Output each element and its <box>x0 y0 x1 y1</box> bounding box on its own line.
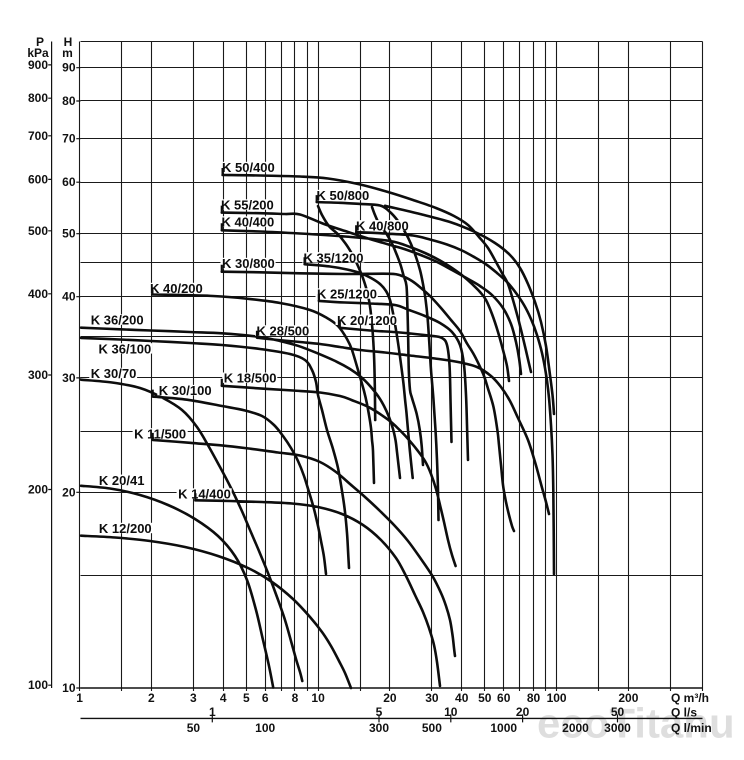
svg-text:1000: 1000 <box>490 721 517 735</box>
svg-text:60: 60 <box>62 175 76 189</box>
svg-text:500: 500 <box>28 224 48 238</box>
svg-text:K 14/400: K 14/400 <box>178 487 231 502</box>
svg-text:K 36/100: K 36/100 <box>99 341 152 356</box>
svg-text:1: 1 <box>76 691 83 705</box>
svg-text:5: 5 <box>376 705 383 719</box>
svg-text:kPa: kPa <box>27 46 49 60</box>
svg-text:80: 80 <box>527 691 541 705</box>
svg-text:Q l/s: Q l/s <box>671 706 697 720</box>
svg-text:300: 300 <box>369 721 389 735</box>
svg-text:40: 40 <box>455 691 469 705</box>
svg-text:20: 20 <box>383 691 397 705</box>
svg-text:50: 50 <box>611 705 625 719</box>
svg-text:m: m <box>62 46 73 60</box>
svg-text:700: 700 <box>28 129 48 143</box>
svg-text:2: 2 <box>148 691 155 705</box>
svg-text:3000: 3000 <box>604 721 631 735</box>
svg-text:K 20/1200: K 20/1200 <box>337 313 397 328</box>
svg-text:6: 6 <box>262 691 269 705</box>
svg-text:70: 70 <box>62 132 76 146</box>
svg-text:4: 4 <box>220 691 227 705</box>
svg-text:P: P <box>36 35 44 49</box>
svg-text:50: 50 <box>62 227 76 241</box>
svg-text:80: 80 <box>62 94 76 108</box>
svg-text:K 25/1200: K 25/1200 <box>317 287 377 302</box>
svg-text:K 35/1200: K 35/1200 <box>304 250 364 265</box>
svg-text:30: 30 <box>62 371 76 385</box>
svg-text:3: 3 <box>190 691 197 705</box>
svg-text:100: 100 <box>28 678 48 692</box>
svg-text:K 50/800: K 50/800 <box>317 188 370 203</box>
svg-text:K 55/200: K 55/200 <box>221 198 274 213</box>
svg-text:10: 10 <box>62 681 76 695</box>
svg-text:30: 30 <box>425 691 439 705</box>
svg-text:K 40/800: K 40/800 <box>356 218 409 233</box>
svg-text:60: 60 <box>497 691 511 705</box>
svg-text:10: 10 <box>444 705 458 719</box>
svg-text:100: 100 <box>255 721 275 735</box>
svg-text:90: 90 <box>62 61 76 75</box>
svg-text:K 40/400: K 40/400 <box>222 215 275 230</box>
svg-text:H: H <box>64 35 73 49</box>
svg-text:8: 8 <box>292 691 299 705</box>
svg-text:K 18/500: K 18/500 <box>224 371 277 386</box>
svg-text:800: 800 <box>28 91 48 105</box>
svg-text:Q m³/h: Q m³/h <box>671 691 709 705</box>
svg-text:50: 50 <box>187 721 201 735</box>
svg-text:20: 20 <box>516 705 530 719</box>
svg-text:Q l/min: Q l/min <box>671 721 712 735</box>
svg-text:200: 200 <box>618 691 638 705</box>
svg-text:K 30/800: K 30/800 <box>222 256 275 271</box>
svg-text:K 50/400: K 50/400 <box>222 160 275 175</box>
svg-text:400: 400 <box>28 287 48 301</box>
svg-text:K 11/500: K 11/500 <box>134 426 186 441</box>
svg-text:300: 300 <box>28 368 48 382</box>
svg-text:ecoTitanu: ecoTitanu <box>537 700 735 747</box>
svg-text:K 12/200: K 12/200 <box>99 521 152 536</box>
svg-text:2000: 2000 <box>562 721 589 735</box>
svg-text:600: 600 <box>28 172 48 186</box>
svg-text:50: 50 <box>478 691 492 705</box>
svg-text:100: 100 <box>547 691 567 705</box>
svg-text:K 20/41: K 20/41 <box>99 473 145 488</box>
svg-text:5: 5 <box>243 691 250 705</box>
svg-text:K 40/200: K 40/200 <box>150 281 203 296</box>
svg-text:10: 10 <box>311 691 325 705</box>
svg-text:K 28/500: K 28/500 <box>257 324 310 339</box>
svg-text:900: 900 <box>28 58 48 72</box>
svg-text:500: 500 <box>422 721 442 735</box>
svg-text:K 30/100: K 30/100 <box>159 383 212 398</box>
svg-text:20: 20 <box>62 485 76 499</box>
svg-text:K 36/200: K 36/200 <box>91 313 144 328</box>
svg-text:200: 200 <box>28 483 48 497</box>
svg-text:1: 1 <box>209 705 216 719</box>
svg-text:40: 40 <box>62 290 76 304</box>
svg-text:K 30/70: K 30/70 <box>91 366 137 381</box>
